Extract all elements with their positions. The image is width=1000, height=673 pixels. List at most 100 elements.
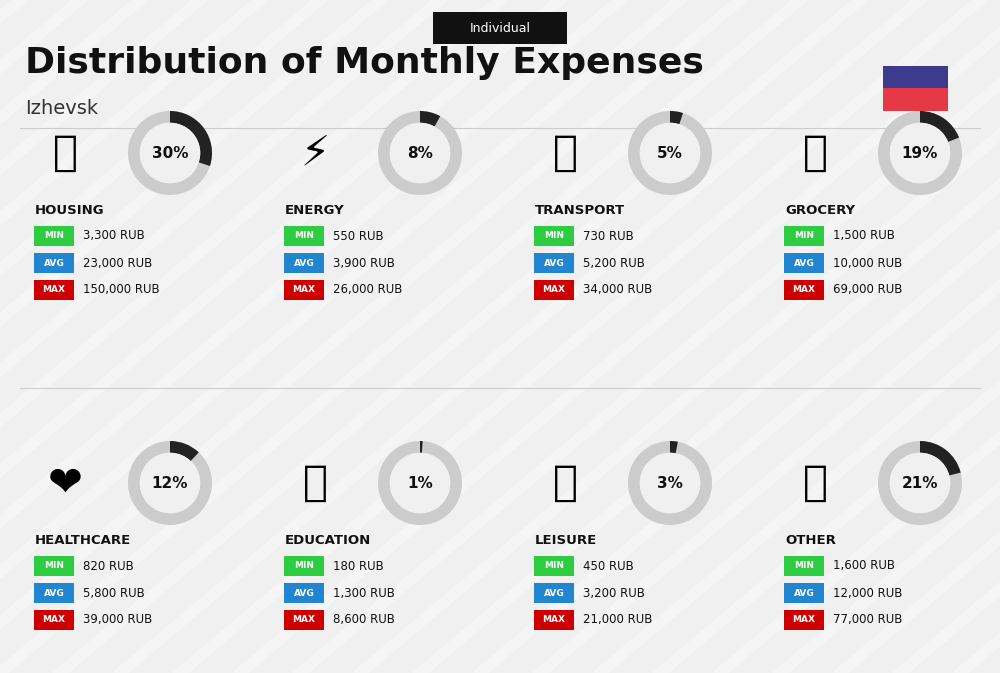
- Text: 1%: 1%: [407, 476, 433, 491]
- Text: 👜: 👜: [802, 462, 827, 504]
- Text: 12,000 RUB: 12,000 RUB: [833, 586, 902, 600]
- Text: MIN: MIN: [294, 561, 314, 571]
- FancyBboxPatch shape: [784, 583, 824, 603]
- Text: HOUSING: HOUSING: [35, 205, 105, 217]
- FancyBboxPatch shape: [34, 583, 74, 603]
- Text: MIN: MIN: [794, 561, 814, 571]
- Text: EDUCATION: EDUCATION: [285, 534, 371, 548]
- FancyBboxPatch shape: [284, 253, 324, 273]
- Circle shape: [140, 453, 200, 513]
- Text: MIN: MIN: [544, 561, 564, 571]
- FancyBboxPatch shape: [34, 226, 74, 246]
- Circle shape: [390, 453, 450, 513]
- Text: AVG: AVG: [44, 588, 64, 598]
- FancyBboxPatch shape: [534, 280, 574, 300]
- Text: MIN: MIN: [294, 232, 314, 240]
- Text: 19%: 19%: [902, 145, 938, 160]
- Text: MIN: MIN: [544, 232, 564, 240]
- Text: 30%: 30%: [152, 145, 188, 160]
- Text: MAX: MAX: [42, 616, 66, 625]
- Wedge shape: [878, 111, 962, 195]
- Text: MAX: MAX: [792, 285, 815, 295]
- Text: 34,000 RUB: 34,000 RUB: [583, 283, 652, 297]
- Circle shape: [890, 122, 950, 183]
- Text: OTHER: OTHER: [785, 534, 836, 548]
- Text: 26,000 RUB: 26,000 RUB: [333, 283, 402, 297]
- FancyBboxPatch shape: [34, 610, 74, 630]
- Text: ⚡: ⚡: [300, 132, 330, 174]
- Text: 5%: 5%: [657, 145, 683, 160]
- Circle shape: [140, 122, 200, 183]
- Wedge shape: [628, 111, 712, 195]
- Text: MAX: MAX: [292, 616, 316, 625]
- Text: Izhevsk: Izhevsk: [25, 98, 98, 118]
- Text: 39,000 RUB: 39,000 RUB: [83, 614, 152, 627]
- Text: MAX: MAX: [543, 285, 566, 295]
- Text: 3,900 RUB: 3,900 RUB: [333, 256, 395, 269]
- FancyBboxPatch shape: [883, 65, 948, 88]
- Text: 450 RUB: 450 RUB: [583, 559, 634, 573]
- Text: 21%: 21%: [902, 476, 938, 491]
- FancyBboxPatch shape: [534, 226, 574, 246]
- Circle shape: [640, 122, 700, 183]
- Text: 🚌: 🚌: [552, 132, 578, 174]
- Text: HEALTHCARE: HEALTHCARE: [35, 534, 131, 548]
- Wedge shape: [420, 111, 440, 127]
- Text: 77,000 RUB: 77,000 RUB: [833, 614, 902, 627]
- FancyBboxPatch shape: [284, 610, 324, 630]
- Text: TRANSPORT: TRANSPORT: [535, 205, 625, 217]
- Text: 12%: 12%: [152, 476, 188, 491]
- FancyBboxPatch shape: [883, 88, 948, 110]
- Text: MAX: MAX: [292, 285, 316, 295]
- Text: 1,600 RUB: 1,600 RUB: [833, 559, 895, 573]
- Text: 🛍: 🛍: [552, 462, 578, 504]
- FancyBboxPatch shape: [784, 280, 824, 300]
- FancyBboxPatch shape: [284, 280, 324, 300]
- Wedge shape: [420, 441, 423, 453]
- Wedge shape: [878, 441, 962, 525]
- FancyBboxPatch shape: [284, 583, 324, 603]
- FancyBboxPatch shape: [784, 556, 824, 576]
- Wedge shape: [128, 441, 212, 525]
- Wedge shape: [670, 111, 683, 125]
- Text: 3,300 RUB: 3,300 RUB: [83, 229, 145, 242]
- Text: AVG: AVG: [794, 258, 814, 267]
- Text: 820 RUB: 820 RUB: [83, 559, 134, 573]
- Text: MIN: MIN: [44, 232, 64, 240]
- Wedge shape: [628, 441, 712, 525]
- Text: 🛒: 🛒: [802, 132, 827, 174]
- FancyBboxPatch shape: [534, 253, 574, 273]
- Text: 10,000 RUB: 10,000 RUB: [833, 256, 902, 269]
- Wedge shape: [378, 441, 462, 525]
- Text: AVG: AVG: [794, 588, 814, 598]
- Text: ❤: ❤: [48, 462, 82, 504]
- Text: 180 RUB: 180 RUB: [333, 559, 384, 573]
- Text: 3%: 3%: [657, 476, 683, 491]
- Text: MAX: MAX: [792, 616, 815, 625]
- Text: LEISURE: LEISURE: [535, 534, 597, 548]
- Text: Distribution of Monthly Expenses: Distribution of Monthly Expenses: [25, 46, 704, 80]
- FancyBboxPatch shape: [433, 12, 567, 44]
- Text: 5,800 RUB: 5,800 RUB: [83, 586, 145, 600]
- Text: MIN: MIN: [44, 561, 64, 571]
- Text: 21,000 RUB: 21,000 RUB: [583, 614, 652, 627]
- Wedge shape: [128, 111, 212, 195]
- Text: 5,200 RUB: 5,200 RUB: [583, 256, 645, 269]
- Wedge shape: [170, 441, 199, 461]
- Text: AVG: AVG: [544, 588, 564, 598]
- Text: MAX: MAX: [42, 285, 66, 295]
- FancyBboxPatch shape: [34, 280, 74, 300]
- Wedge shape: [920, 111, 959, 142]
- FancyBboxPatch shape: [534, 556, 574, 576]
- Wedge shape: [378, 111, 462, 195]
- Circle shape: [390, 122, 450, 183]
- FancyBboxPatch shape: [34, 556, 74, 576]
- Wedge shape: [920, 441, 961, 476]
- Text: MAX: MAX: [543, 616, 566, 625]
- Wedge shape: [170, 111, 212, 166]
- FancyBboxPatch shape: [784, 610, 824, 630]
- FancyBboxPatch shape: [784, 226, 824, 246]
- FancyBboxPatch shape: [284, 226, 324, 246]
- Text: 3,200 RUB: 3,200 RUB: [583, 586, 645, 600]
- Wedge shape: [670, 441, 678, 454]
